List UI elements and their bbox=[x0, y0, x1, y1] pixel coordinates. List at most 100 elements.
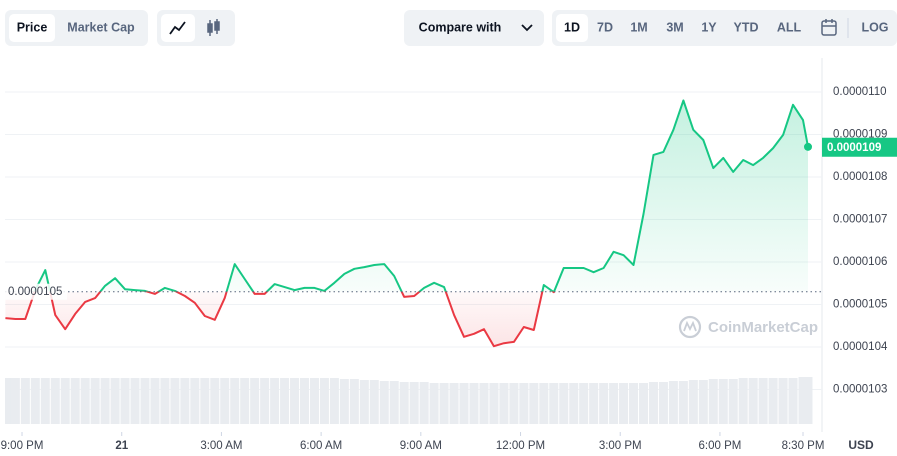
volume-bar bbox=[499, 383, 509, 424]
volume-bar bbox=[619, 383, 629, 424]
volume-bar bbox=[309, 378, 319, 424]
volume-bar bbox=[80, 378, 90, 424]
volume-bar bbox=[200, 378, 210, 424]
y-tick-label: 0.0000105 bbox=[833, 299, 887, 311]
volume-bar bbox=[40, 378, 50, 424]
volume-bar bbox=[190, 378, 200, 424]
y-tick-label: 0.0000107 bbox=[833, 214, 887, 226]
market-cap-tab[interactable]: Market Cap bbox=[67, 20, 135, 34]
last-price-tag bbox=[822, 137, 897, 157]
volume-bar bbox=[658, 382, 668, 424]
volume-bar bbox=[290, 378, 300, 424]
currency-label: USD bbox=[848, 438, 874, 452]
x-tick-label: 9:00 AM bbox=[400, 440, 442, 452]
volume-bar bbox=[220, 378, 230, 424]
volume-bar bbox=[549, 383, 559, 424]
volume-bar bbox=[419, 382, 429, 424]
volume-bar bbox=[718, 379, 728, 424]
volume-bar bbox=[489, 383, 499, 424]
volume-bar bbox=[579, 383, 589, 424]
volume-bar bbox=[140, 378, 150, 424]
volume-bar bbox=[768, 378, 778, 424]
volume-bar bbox=[240, 378, 250, 424]
calendar-icon[interactable] bbox=[821, 19, 837, 36]
volume-bar bbox=[409, 382, 419, 424]
tab-active bbox=[9, 14, 55, 42]
volume-bar bbox=[160, 378, 170, 424]
volume-bar bbox=[698, 380, 708, 424]
range-button[interactable]: ALL bbox=[777, 20, 802, 34]
volume-bar bbox=[110, 378, 120, 424]
compare-label: Compare with bbox=[419, 20, 502, 34]
volume-bar bbox=[519, 383, 529, 424]
line-button[interactable] bbox=[161, 14, 195, 42]
range-button[interactable]: 1Y bbox=[701, 20, 717, 34]
volume-bar bbox=[798, 377, 808, 424]
volume-bar bbox=[778, 378, 788, 424]
y-tick-label: 0.0000106 bbox=[833, 256, 887, 268]
volume-bar bbox=[5, 378, 14, 424]
volume-bar bbox=[738, 378, 748, 424]
range-button[interactable]: 7D bbox=[597, 20, 613, 34]
price-line bbox=[5, 99, 809, 348]
last-price-label: 0.0000109 bbox=[827, 142, 881, 154]
volume-bar bbox=[90, 378, 100, 424]
x-tick-label: 8:30 PM bbox=[782, 440, 825, 452]
volume-bar bbox=[369, 380, 379, 424]
volume-bar bbox=[429, 383, 439, 424]
range-button[interactable]: 1M bbox=[630, 20, 647, 34]
x-tick-label: 3:00 AM bbox=[200, 440, 242, 452]
y-tick-label: 0.0000104 bbox=[833, 341, 888, 353]
volume-bar bbox=[10, 378, 20, 424]
watermark-text: CoinMarketCap bbox=[708, 319, 818, 336]
volume-bar bbox=[589, 383, 599, 424]
x-tick-label: 3:00 PM bbox=[599, 440, 642, 452]
chevron-icon bbox=[521, 24, 533, 32]
candle-icon[interactable] bbox=[207, 19, 220, 36]
compare-dropdown[interactable] bbox=[404, 10, 544, 46]
volume-bar bbox=[359, 380, 369, 424]
volume-bar bbox=[688, 380, 698, 424]
volume-bar bbox=[469, 383, 479, 424]
price-tab[interactable]: Price bbox=[17, 20, 48, 34]
volume-bar bbox=[339, 379, 349, 424]
volume-bar bbox=[668, 381, 678, 424]
y-tick-label: 0.0000103 bbox=[833, 384, 887, 396]
volume-bar bbox=[449, 383, 459, 424]
range-button[interactable]: 3M bbox=[666, 20, 683, 34]
volume-bar bbox=[270, 378, 280, 424]
range-group bbox=[552, 10, 897, 46]
volume-bar bbox=[60, 378, 70, 424]
volume-bar bbox=[758, 378, 768, 424]
volume-bar bbox=[20, 378, 30, 424]
y-tick-label: 0.0000110 bbox=[833, 86, 887, 98]
x-tick-label: 9:00 PM bbox=[1, 440, 44, 452]
log-button[interactable]: LOG bbox=[861, 20, 888, 34]
volume-bar bbox=[170, 378, 180, 424]
baseline-label-bg bbox=[5, 283, 67, 300]
volume-bar bbox=[539, 383, 549, 424]
volume-bar bbox=[678, 381, 688, 424]
line-icon bbox=[169, 21, 186, 35]
volume-bar bbox=[230, 378, 240, 424]
volume-bar bbox=[439, 383, 449, 424]
volume-bar bbox=[329, 378, 339, 424]
volume-bar bbox=[638, 383, 648, 424]
volume-bar bbox=[250, 378, 260, 424]
volume-bar bbox=[708, 379, 718, 424]
volume-bar bbox=[389, 381, 399, 424]
range-button[interactable]: YTD bbox=[734, 20, 759, 34]
last-point bbox=[804, 142, 812, 151]
plot bbox=[5, 91, 822, 436]
volume-bar bbox=[130, 378, 140, 424]
volume-bar bbox=[280, 378, 290, 424]
volume-bar bbox=[319, 378, 329, 424]
volume-bar bbox=[300, 378, 310, 424]
volume-bar bbox=[210, 378, 220, 424]
volume-bar bbox=[529, 383, 539, 424]
watermark: CoinMarketCap bbox=[678, 315, 818, 339]
volume-bar bbox=[479, 383, 489, 424]
volume-bar bbox=[180, 378, 190, 424]
range-button[interactable]: 1D bbox=[564, 20, 580, 34]
